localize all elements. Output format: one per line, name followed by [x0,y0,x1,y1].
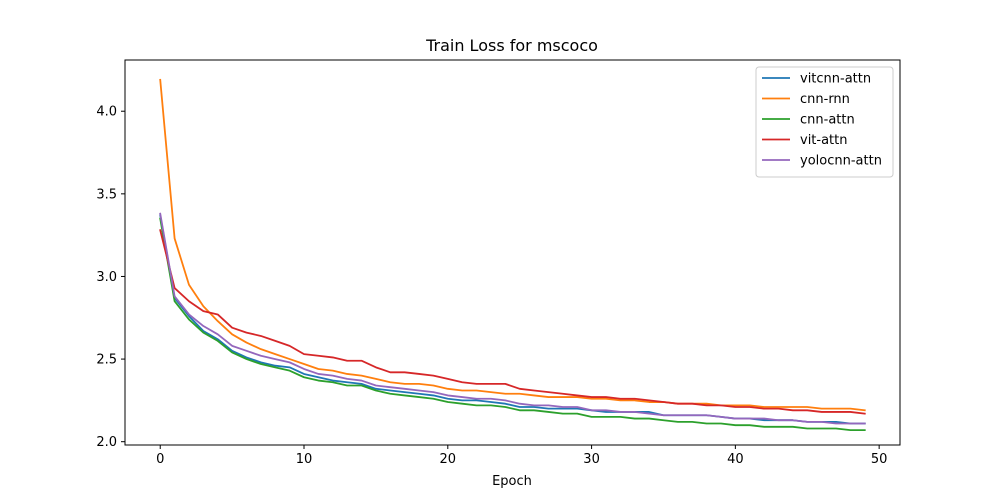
y-tick-label: 2.0 [96,435,117,450]
plot-frame [124,59,901,446]
series-line-cnn-rnn [159,78,866,412]
chart-title: Train Loss for mscoco [425,36,598,55]
legend-label-yolocnn-attn: yolocnn-attn [800,154,882,169]
legend-label-vit-attn: vit-attn [800,133,848,148]
series-line-yolocnn-attn [159,212,866,425]
x-tick-label: 10 [296,452,313,467]
x-axis-ticks: 0 10 20 30 40 50 [156,445,887,467]
axes [124,59,901,446]
y-tick-label: 3.0 [96,270,117,285]
plot-area [159,78,866,432]
y-tick-label: 4.0 [96,105,117,120]
x-axis-label: Epoch [492,474,532,489]
legend-label-cnn-rnn: cnn-rnn [800,92,850,107]
x-tick-label: 20 [440,452,457,467]
x-tick-label: 0 [156,452,164,467]
series-line-vit-attn [159,229,866,415]
legend: vitcnn-attn cnn-rnn cnn-attn vit-attn yolocn… [755,66,894,178]
y-axis-ticks: 2.0 2.5 3.0 3.5 4.0 [96,105,125,450]
y-tick-label: 3.5 [96,187,117,202]
x-tick-label: 30 [583,452,600,467]
series-line-cnn-attn [159,217,866,432]
legend-label-cnn-attn: cnn-attn [800,113,855,128]
x-tick-label: 50 [871,452,888,467]
x-tick-label: 40 [727,452,744,467]
legend-label-vitcnn-attn: vitcnn-attn [800,72,871,87]
y-tick-label: 2.5 [96,353,117,368]
legend-box [755,66,894,178]
